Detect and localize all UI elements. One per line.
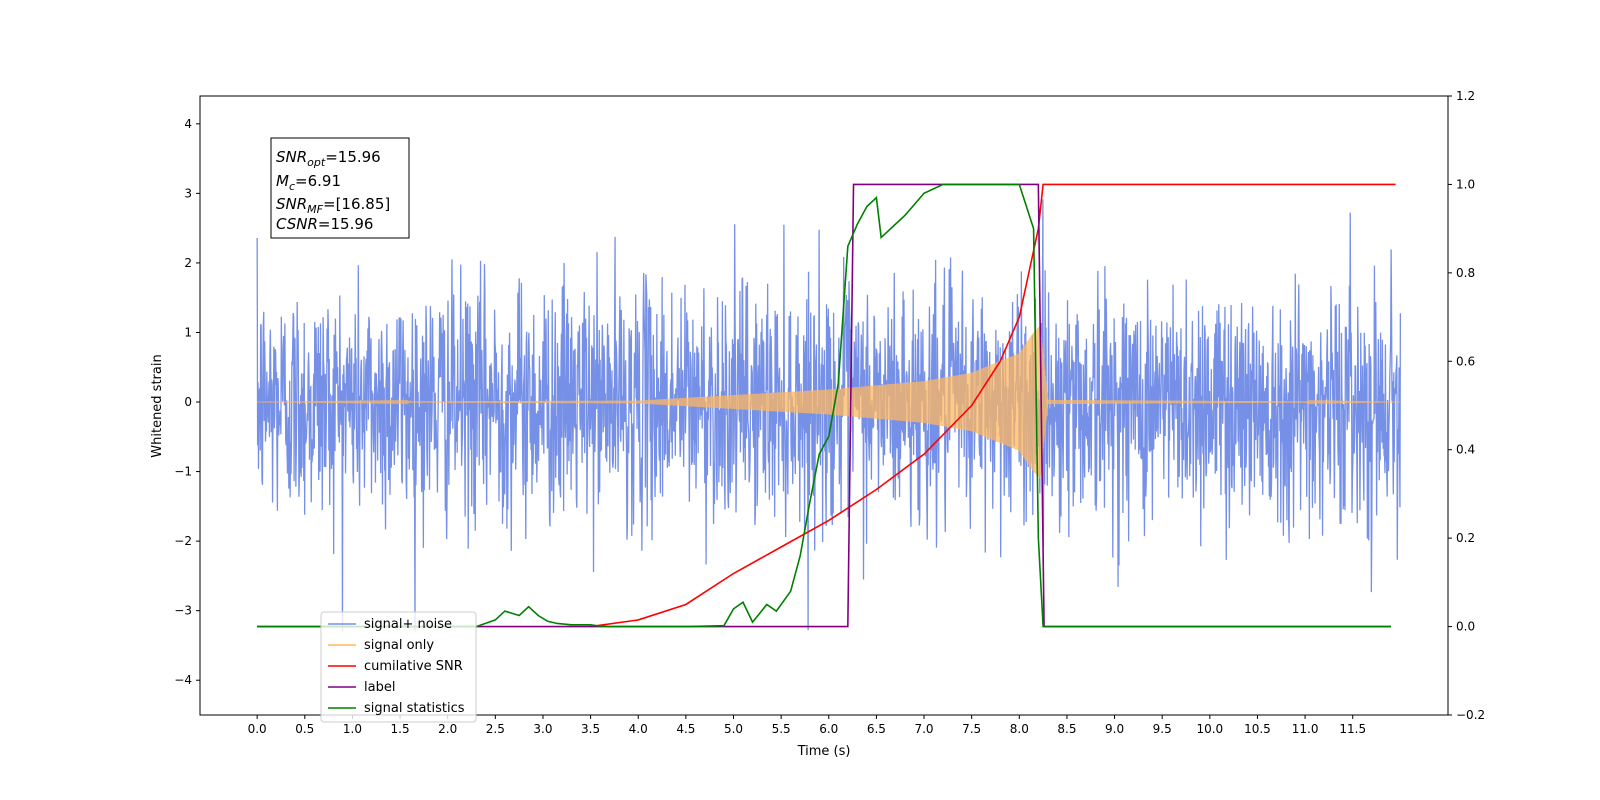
y2-tick-label: 0.4 [1456, 443, 1475, 457]
x-tick-label: 3.0 [533, 722, 552, 736]
legend-entry-signal-statistics: signal statistics [328, 701, 465, 716]
annotation-frame [270, 137, 410, 239]
mc-value: =6.91 [295, 172, 341, 190]
x-axis: 0.0 0.5 1.0 1.5 2.0 2.5 3.0 3.5 4.0 4.5 5.0 5.5 6.0 6… [248, 715, 1366, 736]
snr-mf-value: =[16.85] [323, 195, 390, 213]
y-tick-label: −1 [174, 465, 192, 479]
series-signal-statistics-line [257, 183, 1391, 628]
x-tick-label: 1.5 [391, 722, 410, 736]
csnr-value: =15.96 [318, 215, 374, 233]
legend-entry-cumulative-snr: cumilative SNR [328, 659, 463, 674]
x-tick-label: 6.5 [867, 722, 886, 736]
y-tick-label: −4 [174, 673, 192, 687]
x-tick-label: 8.0 [1010, 722, 1029, 736]
y-tick-label: 2 [184, 256, 192, 270]
y-tick-label: 3 [184, 186, 192, 200]
y-tick-label: 4 [184, 117, 192, 131]
legend-frame [320, 611, 477, 723]
snr-mf-subscript: MF [307, 203, 323, 216]
series-cumulative-snr-line [590, 183, 1396, 628]
series-signal-only-line [257, 325, 1401, 479]
annotation-csnr: CSNR=15.96 [276, 215, 373, 233]
legend-label-signal-only: signal only [364, 638, 434, 653]
legend-label-cumulative-snr: cumilative SNR [364, 659, 463, 674]
x-tick-label: 4.0 [629, 722, 648, 736]
y2-tick-label: −0.2 [1456, 708, 1485, 722]
x-tick-label: 6.0 [819, 722, 838, 736]
x-tick-label: 11.0 [1292, 722, 1319, 736]
x-tick-label: 7.0 [914, 722, 933, 736]
snr-opt-symbol: SNR [276, 148, 307, 166]
x-tick-label: 5.5 [772, 722, 791, 736]
y-tick-label: 0 [184, 395, 192, 409]
x-tick-label: 10.0 [1196, 722, 1223, 736]
x-tick-label: 11.5 [1339, 722, 1366, 736]
snr-opt-value: =15.96 [325, 148, 381, 166]
x-tick-label: 2.0 [438, 722, 457, 736]
mc-subscript: c [289, 180, 295, 193]
y2-tick-label: 0.8 [1456, 266, 1475, 280]
snr-mf-symbol: SNR [276, 195, 307, 213]
x-tick-label: 1.0 [343, 722, 362, 736]
x-tick-label: 10.5 [1244, 722, 1271, 736]
x-tick-label: 9.5 [1153, 722, 1172, 736]
mc-symbol: M [276, 172, 289, 190]
x-tick-label: 4.5 [676, 722, 695, 736]
snr-opt-subscript: opt [307, 156, 326, 169]
y-axis-label: Whitened strain [150, 354, 165, 457]
annotation-snr-mf: SNRMF=[16.85] [276, 195, 390, 216]
series-signal-noise-line [256, 199, 1402, 632]
y-tick-label: −2 [174, 534, 192, 548]
x-axis-label: Time (s) [797, 744, 851, 759]
y2-tick-label: 1.2 [1456, 89, 1475, 103]
y-axis-right: 1.2 1.0 0.8 0.6 0.4 0.2 0.0 −0.2 [1448, 89, 1485, 722]
x-tick-label: 7.5 [962, 722, 981, 736]
x-tick-label: 3.5 [581, 722, 600, 736]
x-tick-label: 2.5 [486, 722, 505, 736]
x-tick-label: 5.0 [724, 722, 743, 736]
annotation-snr-opt: SNRopt=15.96 [276, 148, 381, 169]
plot-frame [199, 95, 1449, 716]
y-axis-left: 4 3 2 1 0 −1 −2 −3 −4 [174, 117, 200, 687]
legend-entry-signal-noise: signal+ noise [328, 617, 452, 632]
legend-entry-signal-only: signal only [328, 638, 434, 653]
x-tick-label: 0.0 [248, 722, 267, 736]
y2-tick-label: 0.0 [1456, 620, 1475, 634]
legend-entry-label: label [328, 680, 395, 695]
annotation-mc: Mc=6.91 [276, 172, 341, 193]
y-tick-label: −3 [174, 604, 192, 618]
legend: signal+ noise signal only cumilative SNR… [320, 611, 477, 723]
x-tick-label: 9.0 [1105, 722, 1124, 736]
legend-label-signal-statistics: signal statistics [364, 701, 465, 716]
annotation-box: SNRopt=15.96 Mc=6.91 SNRMF=[16.85] CSNR=… [270, 137, 410, 239]
x-tick-label: 0.5 [295, 722, 314, 736]
y-tick-label: 1 [184, 325, 192, 339]
csnr-symbol: CSNR [276, 215, 318, 233]
y2-tick-label: 0.2 [1456, 531, 1475, 545]
plot-series [256, 183, 1402, 632]
y2-tick-label: 0.6 [1456, 354, 1475, 368]
legend-label-signal-noise: signal+ noise [364, 617, 452, 632]
legend-label-label: label [364, 680, 395, 695]
x-tick-label: 8.5 [1057, 722, 1076, 736]
y2-tick-label: 1.0 [1456, 177, 1475, 191]
